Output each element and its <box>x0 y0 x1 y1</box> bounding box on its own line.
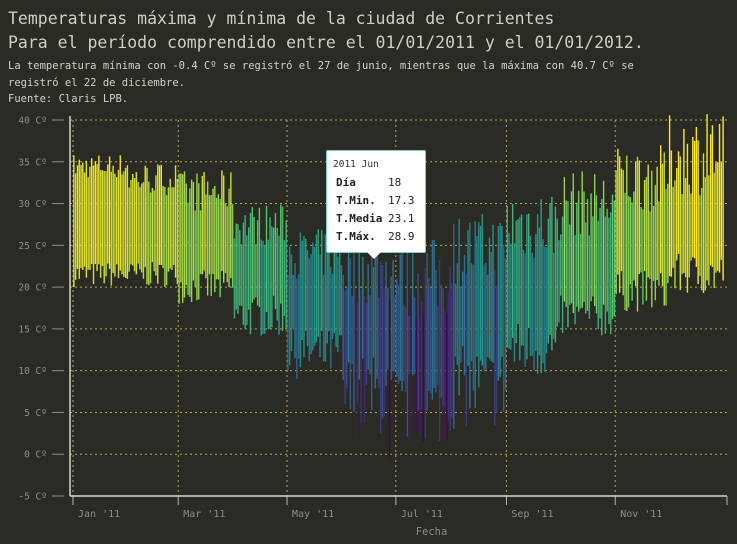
tooltip-value: 28.9 <box>388 230 415 243</box>
tooltip-row-min: T.Min. 17.3 <box>336 194 415 207</box>
tooltip-row-max: T.Máx. 28.9 <box>336 230 415 243</box>
tooltip-value: 17.3 <box>388 194 415 207</box>
y-tick-label: 15 Cº <box>18 324 47 335</box>
tooltip-value: 18 <box>388 176 402 189</box>
x-tick-label: May '11 <box>292 509 334 520</box>
chart-period: Para el período comprendido entre el 01/… <box>8 33 644 52</box>
tooltip-date: 2011 Jun <box>333 159 379 170</box>
x-tick-label: Sep '11 <box>511 509 553 520</box>
tooltip-key: T.Máx. <box>336 230 376 243</box>
x-tick-label: Jul '11 <box>401 509 443 520</box>
axes: -5 Cº 0 Cº 5 Cº 10 Cº 15 Cº 20 Cº 25 Cº 30 Cº 35… <box>18 116 728 538</box>
y-tick-label: 0 Cº <box>24 450 47 461</box>
chart-source: Fuente: Claris LPB. <box>8 93 129 105</box>
x-tick-label: Jan '11 <box>78 509 120 520</box>
tooltip-key: T.Media <box>336 212 383 225</box>
y-tick-label: 20 Cº <box>18 283 47 294</box>
y-tick-label: -5 Cº <box>18 492 47 503</box>
chart-subtitle: La temperatura mínima con -0.4 Cº se reg… <box>8 60 634 72</box>
chart-subtitle-cont: registró el 22 de diciembre. <box>8 77 186 89</box>
bars <box>73 114 724 458</box>
chart-title: Temperaturas máxima y mínima de la ciuda… <box>8 9 555 28</box>
x-tick-label: Nov '11 <box>620 509 662 520</box>
y-tick-label: 25 Cº <box>18 241 47 252</box>
tooltip-value: 23.1 <box>388 212 415 225</box>
y-tick-label: 30 Cº <box>18 199 47 210</box>
tooltip-row-mean: T.Media 23.1 <box>336 212 415 225</box>
y-tick-label: 35 Cº <box>18 157 47 168</box>
tooltip: 2011 Jun Día 18 T.Min. 17.3 T.Media 23.1 T.… <box>326 150 426 259</box>
tooltip-key: Día <box>336 176 356 189</box>
x-axis-label: Fecha <box>416 526 448 538</box>
x-tick-label: Mar '11 <box>183 509 225 520</box>
y-tick-label: 5 Cº <box>24 408 47 419</box>
tooltip-key: T.Min. <box>336 194 376 207</box>
tooltip-row-day: Día 18 <box>336 176 401 189</box>
y-tick-label: 40 Cº <box>18 116 47 127</box>
y-tick-label: 10 Cº <box>18 366 47 377</box>
